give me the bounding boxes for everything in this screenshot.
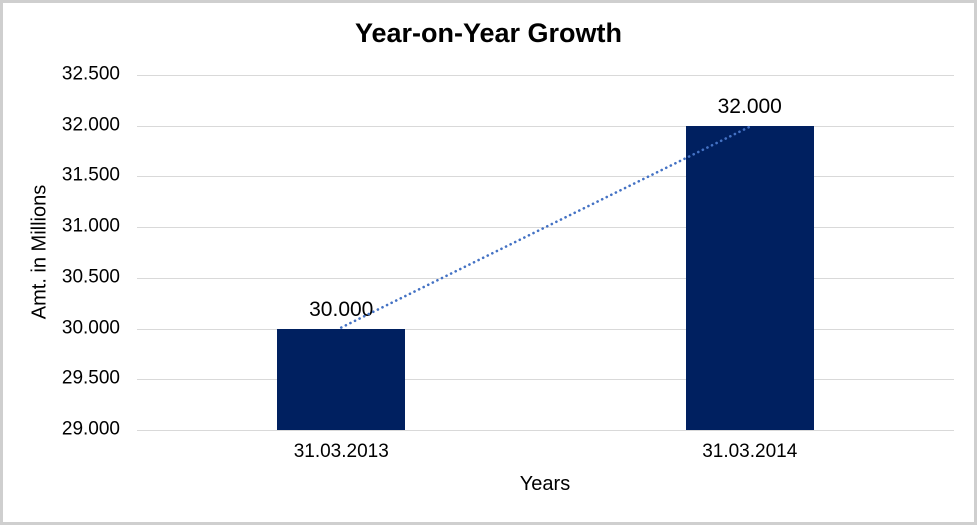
- plot-area: [137, 75, 954, 431]
- gridline: [137, 277, 954, 279]
- gridline: [137, 125, 954, 127]
- bar-value-label: 32.000: [717, 94, 782, 118]
- y-tick-label: 29.500: [61, 367, 120, 389]
- bar[interactable]: [685, 125, 814, 430]
- bar-value-label: 30.000: [309, 297, 374, 321]
- x-tick-label: 31.03.2013: [293, 441, 389, 462]
- y-tick-label: 32.500: [61, 63, 120, 85]
- y-tick-label: 32.000: [61, 114, 120, 136]
- gridline: [137, 75, 954, 76]
- y-tick-label: 30.000: [61, 317, 120, 339]
- gridline: [137, 176, 954, 178]
- y-tick-label: 29.000: [61, 418, 120, 440]
- y-tick-label: 31.500: [61, 164, 120, 186]
- gridline: [137, 328, 954, 330]
- gridline: [137, 430, 954, 431]
- gridline: [137, 379, 954, 381]
- y-tick-label: 30.500: [61, 266, 120, 288]
- bar[interactable]: [277, 328, 406, 430]
- x-tick-label: 31.03.2014: [702, 441, 798, 462]
- gridline: [137, 227, 954, 229]
- y-tick-label: 31.000: [61, 215, 120, 237]
- y-axis-title: Amt. in Millions: [28, 184, 51, 320]
- chart-title: Year-on-Year Growth: [354, 18, 623, 48]
- x-axis-title: Years: [519, 473, 571, 495]
